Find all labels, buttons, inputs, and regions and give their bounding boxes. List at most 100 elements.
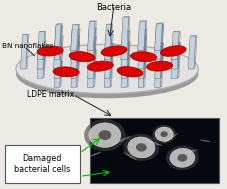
Polygon shape [122,42,129,78]
Polygon shape [54,24,61,51]
Polygon shape [55,23,62,50]
Polygon shape [137,36,145,69]
Polygon shape [89,36,96,68]
Ellipse shape [87,61,113,71]
Polygon shape [154,43,161,69]
Polygon shape [38,52,46,78]
Polygon shape [72,42,79,78]
Polygon shape [172,43,180,78]
Ellipse shape [169,148,194,167]
Ellipse shape [154,127,173,141]
Polygon shape [122,31,130,59]
Polygon shape [70,36,78,69]
Polygon shape [106,52,112,78]
Ellipse shape [123,134,158,161]
Polygon shape [189,35,196,68]
Polygon shape [154,23,162,51]
Ellipse shape [37,46,63,56]
Polygon shape [72,62,79,87]
Polygon shape [71,62,78,87]
Polygon shape [138,60,144,87]
Polygon shape [70,29,79,60]
Polygon shape [87,21,95,51]
Polygon shape [87,50,95,78]
Ellipse shape [152,125,175,143]
Polygon shape [38,31,46,59]
Text: LDPE matrix: LDPE matrix [27,90,74,99]
Polygon shape [38,41,46,68]
Ellipse shape [163,133,177,143]
Polygon shape [138,36,146,68]
Text: Damaged
bacterial cells: Damaged bacterial cells [14,154,70,174]
Ellipse shape [116,67,142,77]
Polygon shape [20,35,28,69]
Polygon shape [156,43,163,68]
Polygon shape [72,35,79,68]
Ellipse shape [90,152,101,156]
Polygon shape [87,61,95,87]
Polygon shape [139,59,146,87]
Ellipse shape [184,149,197,153]
Polygon shape [55,36,63,68]
Polygon shape [89,21,96,50]
Ellipse shape [160,46,185,56]
Ellipse shape [111,136,130,146]
Polygon shape [88,28,96,59]
Ellipse shape [146,61,172,71]
Polygon shape [104,25,111,51]
Text: Bacteria: Bacteria [96,3,131,12]
Polygon shape [137,21,145,51]
Ellipse shape [98,130,111,140]
Polygon shape [104,53,111,78]
Polygon shape [170,32,178,60]
Ellipse shape [123,152,136,160]
Ellipse shape [89,123,120,147]
Bar [5,145,79,183]
Polygon shape [88,61,96,87]
Polygon shape [87,28,95,60]
Polygon shape [104,43,112,69]
Polygon shape [70,25,78,51]
Ellipse shape [160,131,167,137]
Polygon shape [121,17,128,51]
Polygon shape [72,24,79,50]
Polygon shape [104,35,111,60]
Polygon shape [172,42,180,68]
Ellipse shape [84,119,125,151]
Polygon shape [120,31,128,60]
Polygon shape [87,37,95,69]
Polygon shape [37,32,44,60]
Ellipse shape [143,140,162,146]
Polygon shape [37,41,45,69]
Ellipse shape [165,146,198,170]
Polygon shape [106,24,112,50]
Polygon shape [155,43,163,78]
Polygon shape [105,58,113,87]
Polygon shape [121,56,128,87]
Polygon shape [54,26,61,60]
Polygon shape [138,29,146,59]
Ellipse shape [16,49,197,98]
Polygon shape [139,49,146,78]
Polygon shape [121,43,128,78]
Ellipse shape [53,67,79,77]
Polygon shape [137,29,145,60]
Polygon shape [120,42,128,69]
Polygon shape [122,16,129,50]
Polygon shape [154,53,162,87]
Polygon shape [138,21,146,50]
Ellipse shape [69,52,95,62]
Ellipse shape [16,44,197,94]
Polygon shape [138,49,145,78]
Polygon shape [154,43,161,78]
Polygon shape [171,43,178,69]
Polygon shape [55,26,62,59]
Polygon shape [170,43,179,78]
Ellipse shape [130,52,156,62]
Polygon shape [55,43,62,78]
Polygon shape [172,31,180,59]
Polygon shape [155,23,163,50]
Polygon shape [105,34,113,59]
Bar [90,118,218,183]
Polygon shape [155,24,163,59]
